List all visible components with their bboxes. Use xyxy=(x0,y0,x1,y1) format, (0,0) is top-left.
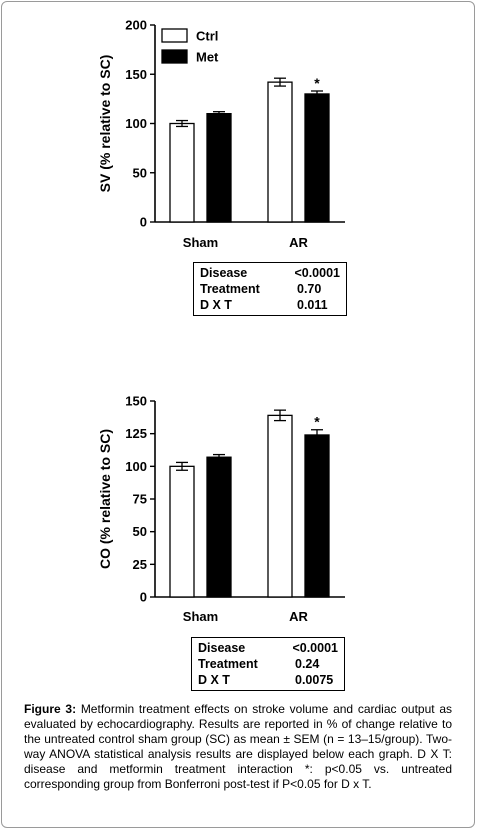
y-tick-label: 125 xyxy=(125,426,147,441)
y-tick-label: 50 xyxy=(133,524,147,539)
x-category-label: Sham xyxy=(183,235,218,250)
stats-p-value: 0.011 xyxy=(297,298,328,312)
stats-term: Treatment xyxy=(198,657,258,671)
caption-label: Figure 3: xyxy=(24,702,77,716)
bar-met-ar xyxy=(304,434,330,598)
bar-ctrl-sham xyxy=(169,122,195,223)
significance-marker: * xyxy=(314,75,320,91)
anova-stats-table-co: Disease <0.0001 Treatment 0.24 D X T 0.0… xyxy=(191,637,345,691)
stats-row-interaction: D X T 0.011 xyxy=(200,297,340,313)
bar-ctrl-sham xyxy=(169,465,195,598)
stats-row-treatment: Treatment 0.24 xyxy=(198,656,338,672)
x-category-label: Sham xyxy=(183,609,218,624)
y-tick-label: 50 xyxy=(133,165,147,180)
stats-row-interaction: D X T 0.0075 xyxy=(198,672,338,688)
y-tick-label: 0 xyxy=(140,590,147,605)
legend-label-ctrl: Ctrl xyxy=(196,29,218,44)
y-axis-label: SV (% relative to SC) xyxy=(97,55,113,193)
stats-term: D X T xyxy=(200,298,232,312)
stats-term: Treatment xyxy=(200,282,260,296)
y-tick-label: 75 xyxy=(133,492,147,507)
stats-term: Disease xyxy=(200,266,248,280)
caption-text: Metformin treatment effects on stroke vo… xyxy=(24,702,453,791)
y-tick-label: 150 xyxy=(125,67,147,82)
legend-swatch-ctrl xyxy=(161,28,188,43)
figure-caption: Figure 3: Metformin treatment effects on… xyxy=(24,702,452,792)
stats-row-disease: Disease <0.0001 xyxy=(200,265,340,281)
stats-row-disease: Disease <0.0001 xyxy=(198,640,338,656)
bar-met-sham xyxy=(206,456,232,598)
bar-met-sham xyxy=(206,113,232,223)
bar-ctrl-ar xyxy=(267,414,293,598)
anova-stats-table-sv: Disease <0.0001 Treatment 0.70 D X T 0.0… xyxy=(193,262,347,316)
stats-p-value: 0.0075 xyxy=(295,673,334,687)
stats-p-value: 0.70 xyxy=(297,282,322,296)
y-tick-label: 200 xyxy=(125,18,147,33)
stats-p-value: <0.0001 xyxy=(294,266,340,280)
y-tick-label: 0 xyxy=(140,215,147,230)
stats-p-value: <0.0001 xyxy=(292,641,338,655)
figure-charts: 0 50 100 150 200 SV (% relative to SC) Sham * AR… xyxy=(97,18,345,624)
bar-ctrl-ar xyxy=(267,81,293,223)
y-tick-label: 100 xyxy=(125,459,147,474)
significance-marker: * xyxy=(314,414,320,430)
stats-row-treatment: Treatment 0.70 xyxy=(200,281,340,297)
y-tick-label: 100 xyxy=(125,116,147,131)
x-category-label: AR xyxy=(289,609,308,624)
legend-label-met: Met xyxy=(196,50,219,65)
y-tick-label: 150 xyxy=(125,394,147,409)
y-tick-label: 25 xyxy=(133,557,147,572)
x-category-label: AR xyxy=(289,235,308,250)
y-axis-label: CO (% relative to SC) xyxy=(97,429,113,569)
stats-term: Disease xyxy=(198,641,246,655)
stats-p-value: 0.24 xyxy=(295,657,320,671)
stats-term: D X T xyxy=(198,673,230,687)
legend-swatch-met xyxy=(161,49,188,64)
bar-met-ar xyxy=(304,93,330,223)
